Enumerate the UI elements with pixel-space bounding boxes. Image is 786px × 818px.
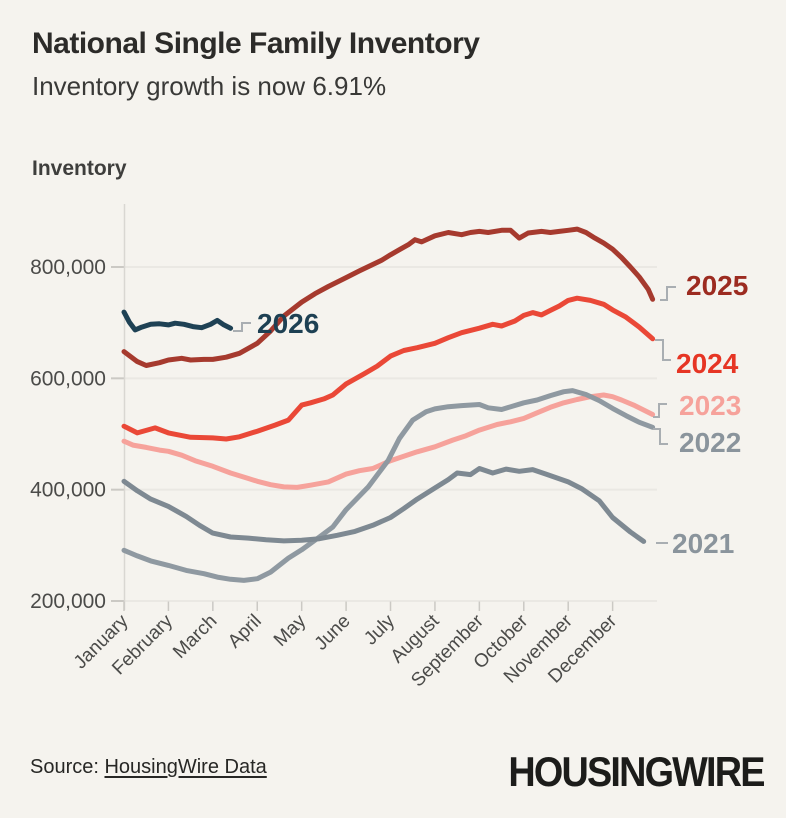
series-line-2026	[121, 309, 234, 333]
year-label-2021: 2021	[672, 528, 734, 559]
x-tick-label: March	[169, 611, 221, 663]
series-line-2021	[121, 466, 647, 544]
x-tick-label: June	[311, 611, 355, 655]
year-label-2023: 2023	[679, 390, 741, 421]
y-tick-label: 400,000	[30, 479, 106, 502]
series-line-2024	[121, 295, 656, 442]
label-connector-2022	[653, 428, 668, 445]
series-line-2022	[121, 388, 656, 583]
label-connector-2025	[660, 286, 676, 301]
y-tick-label: 600,000	[30, 367, 106, 390]
label-connector-2026	[233, 322, 251, 332]
y-tick-label: 800,000	[30, 256, 106, 279]
source-link[interactable]: HousingWire Data	[104, 756, 267, 778]
series-line-2025	[121, 226, 656, 368]
source-prefix: Source:	[30, 756, 105, 778]
label-connector-2024	[655, 339, 671, 361]
x-tick-label: July	[360, 610, 399, 649]
chart-subtitle: Inventory growth is now 6.91%	[32, 71, 387, 101]
series-line-2023	[121, 392, 656, 490]
year-label-2025: 2025	[686, 270, 748, 301]
x-tick-label: May	[270, 610, 311, 651]
chart-title: National Single Family Inventory	[32, 27, 480, 60]
housingwire-logo: HOUSINGWIRE	[508, 748, 766, 795]
year-label-2022: 2022	[679, 427, 741, 458]
y-axis-title: Inventory	[32, 157, 127, 180]
year-label-2026: 2026	[257, 308, 319, 339]
source-line: Source: HousingWire Data	[30, 756, 267, 779]
year-label-2024: 2024	[676, 348, 739, 379]
label-connector-2023	[653, 403, 667, 418]
y-tick-label: 200,000	[30, 590, 106, 613]
x-tick-label: April	[224, 611, 266, 653]
